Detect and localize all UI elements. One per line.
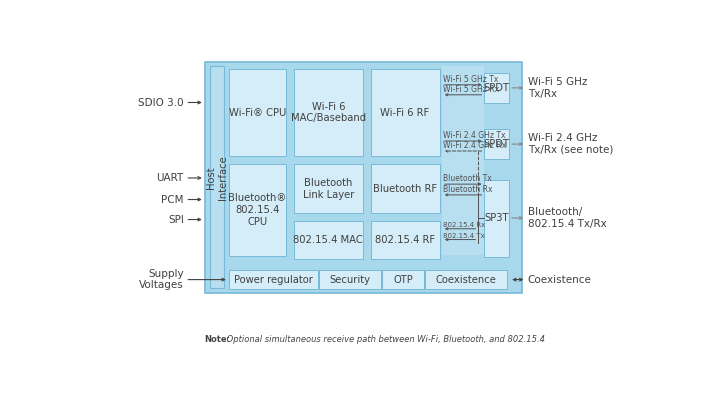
- Bar: [294, 164, 363, 213]
- Text: Security: Security: [330, 275, 370, 285]
- Bar: [485, 73, 509, 102]
- Bar: [319, 271, 380, 289]
- Bar: [294, 221, 363, 259]
- Bar: [229, 164, 286, 256]
- Bar: [229, 271, 318, 289]
- Text: 802.15.4 Tx: 802.15.4 Tx: [444, 233, 485, 239]
- Text: Wi-Fi 2.4 GHz Tx: Wi-Fi 2.4 GHz Tx: [444, 131, 506, 140]
- Text: UART: UART: [156, 173, 184, 183]
- Text: Bluetooth Tx: Bluetooth Tx: [444, 174, 492, 183]
- Text: Wi-Fi 5 GHz Rx: Wi-Fi 5 GHz Rx: [444, 85, 500, 94]
- Bar: [371, 221, 439, 259]
- Text: Wi-Fi 6
MAC/Baseband: Wi-Fi 6 MAC/Baseband: [291, 102, 366, 123]
- Text: Bluetooth RF: Bluetooth RF: [373, 184, 437, 194]
- Text: PCM: PCM: [161, 194, 184, 205]
- Text: SDIO 3.0: SDIO 3.0: [138, 98, 184, 107]
- Text: Power regulator: Power regulator: [234, 275, 312, 285]
- Bar: [371, 68, 439, 156]
- Text: Optional simultaneous receive path between Wi-Fi, Bluetooth, and 802.15.4: Optional simultaneous receive path betwe…: [224, 335, 545, 344]
- Bar: [485, 179, 509, 256]
- Text: Wi-Fi 2.4 GHz Rx: Wi-Fi 2.4 GHz Rx: [444, 141, 507, 150]
- Text: SP3T: SP3T: [485, 213, 509, 223]
- Text: Bluetooth/
802.15.4 Tx/Rx: Bluetooth/ 802.15.4 Tx/Rx: [528, 207, 607, 229]
- Text: Host
Interface: Host Interface: [207, 155, 228, 200]
- Text: Wi-Fi 2.4 GHz
Tx/Rx (see note): Wi-Fi 2.4 GHz Tx/Rx (see note): [528, 133, 613, 155]
- Text: Bluetooth®
802.15.4
CPU: Bluetooth® 802.15.4 CPU: [228, 193, 287, 226]
- Bar: [229, 68, 286, 156]
- Text: Note:: Note:: [204, 335, 230, 344]
- Bar: [485, 130, 509, 159]
- Text: Wi-Fi 5 GHz
Tx/Rx: Wi-Fi 5 GHz Tx/Rx: [528, 77, 588, 99]
- Text: 802.15.4 RF: 802.15.4 RF: [375, 235, 435, 245]
- Bar: [426, 271, 507, 289]
- Bar: [442, 66, 485, 255]
- Text: Bluetooth Rx: Bluetooth Rx: [444, 185, 493, 194]
- Text: Supply
Voltages: Supply Voltages: [139, 269, 184, 290]
- Text: Wi-Fi® CPU: Wi-Fi® CPU: [229, 107, 286, 117]
- Bar: [204, 62, 523, 294]
- Text: Coexistence: Coexistence: [528, 275, 592, 285]
- Text: OTP: OTP: [393, 275, 413, 285]
- Text: Wi-Fi 5 GHz Tx: Wi-Fi 5 GHz Tx: [444, 75, 499, 84]
- Text: SPDT: SPDT: [484, 83, 510, 93]
- Text: SPDT: SPDT: [484, 139, 510, 149]
- Bar: [294, 68, 363, 156]
- Text: 802.15.4 MAC: 802.15.4 MAC: [294, 235, 363, 245]
- Bar: [382, 271, 424, 289]
- Bar: [371, 164, 439, 213]
- Text: SPI: SPI: [168, 215, 184, 224]
- Bar: [210, 66, 224, 288]
- Text: 802.15.4 Rx: 802.15.4 Rx: [444, 222, 486, 228]
- Text: Wi-Fi 6 RF: Wi-Fi 6 RF: [380, 107, 430, 117]
- Text: Coexistence: Coexistence: [436, 275, 497, 285]
- Text: Bluetooth
Link Layer: Bluetooth Link Layer: [302, 178, 354, 200]
